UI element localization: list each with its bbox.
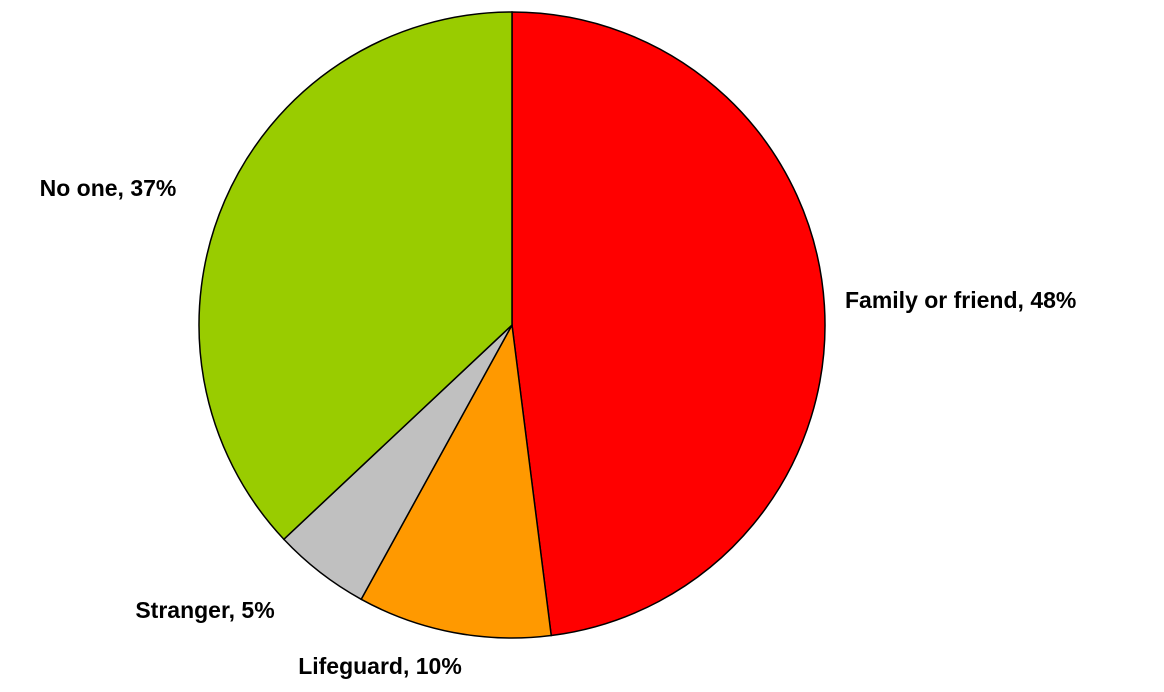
pie-slice: [198, 11, 513, 541]
slice-label: No one, 37%: [40, 175, 177, 201]
slice-label: Stranger, 5%: [135, 597, 274, 623]
slice-label: Family or friend, 48%: [845, 287, 1076, 313]
pie-slice: [511, 11, 826, 637]
slice-label: Lifeguard, 10%: [298, 653, 462, 679]
pie-slice: [360, 322, 553, 639]
